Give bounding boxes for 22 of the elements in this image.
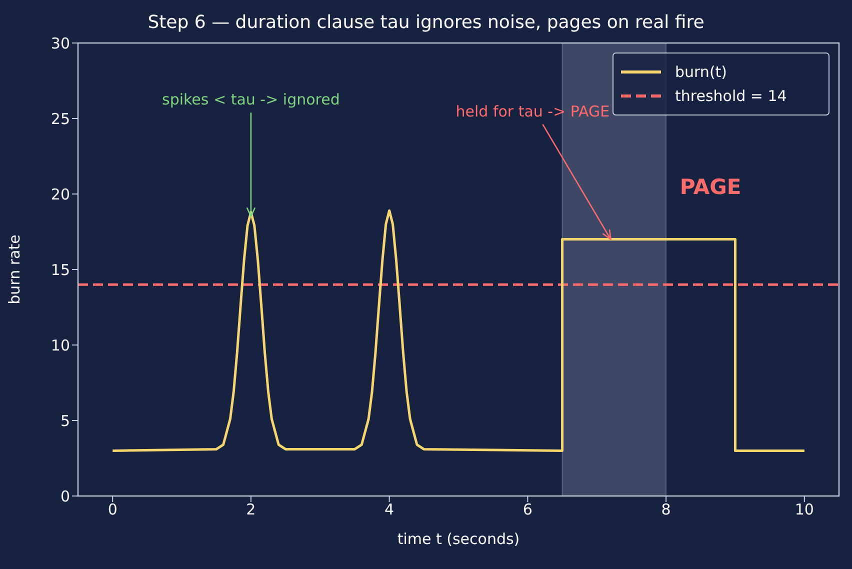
annotation: spikes < tau -> ignored: [162, 90, 340, 109]
x-tick-label: 6: [522, 500, 532, 519]
annotation: PAGE: [680, 175, 742, 199]
x-tick-label: 4: [384, 500, 394, 519]
chart-title: Step 6 — duration clause tau ignores noise, pages on real fire: [148, 12, 704, 33]
line-series: [111, 209, 806, 452]
y-tick-label: 5: [60, 412, 70, 430]
y-axis-title: burn rate: [5, 234, 24, 304]
x-axis-title: time t (seconds): [397, 530, 520, 548]
y-tick-label: 10: [50, 336, 70, 354]
legend-label: threshold = 14: [675, 87, 787, 105]
y-tick-label: 30: [50, 34, 70, 52]
x-tick-label: 10: [794, 500, 814, 519]
y-tick-label: 15: [50, 260, 70, 279]
y-tick-label: 0: [60, 487, 70, 506]
x-tick-label: 0: [108, 500, 118, 519]
annotation: held for tau -> PAGE: [456, 102, 610, 120]
y-tick-label: 25: [50, 110, 70, 128]
legend-label: burn(t): [675, 63, 728, 81]
x-tick-label: 2: [246, 500, 256, 519]
y-tick-label: 20: [50, 185, 70, 204]
x-tick-label: 8: [661, 500, 671, 519]
